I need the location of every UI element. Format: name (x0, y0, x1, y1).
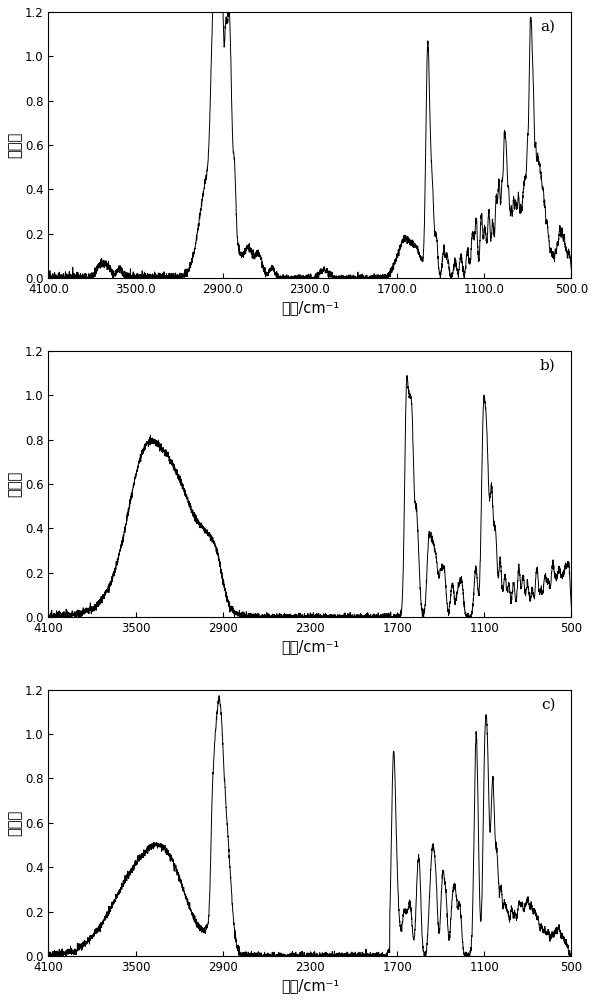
Y-axis label: 吸光度: 吸光度 (7, 132, 22, 158)
Y-axis label: 吸光度: 吸光度 (7, 471, 22, 497)
Y-axis label: 吸光度: 吸光度 (7, 810, 22, 836)
Text: b): b) (540, 359, 556, 373)
X-axis label: 波数/cm⁻¹: 波数/cm⁻¹ (281, 978, 339, 993)
X-axis label: 波数/cm⁻¹: 波数/cm⁻¹ (281, 300, 339, 315)
X-axis label: 波数/cm⁻¹: 波数/cm⁻¹ (281, 639, 339, 654)
Text: a): a) (541, 20, 556, 34)
Text: c): c) (541, 698, 556, 712)
